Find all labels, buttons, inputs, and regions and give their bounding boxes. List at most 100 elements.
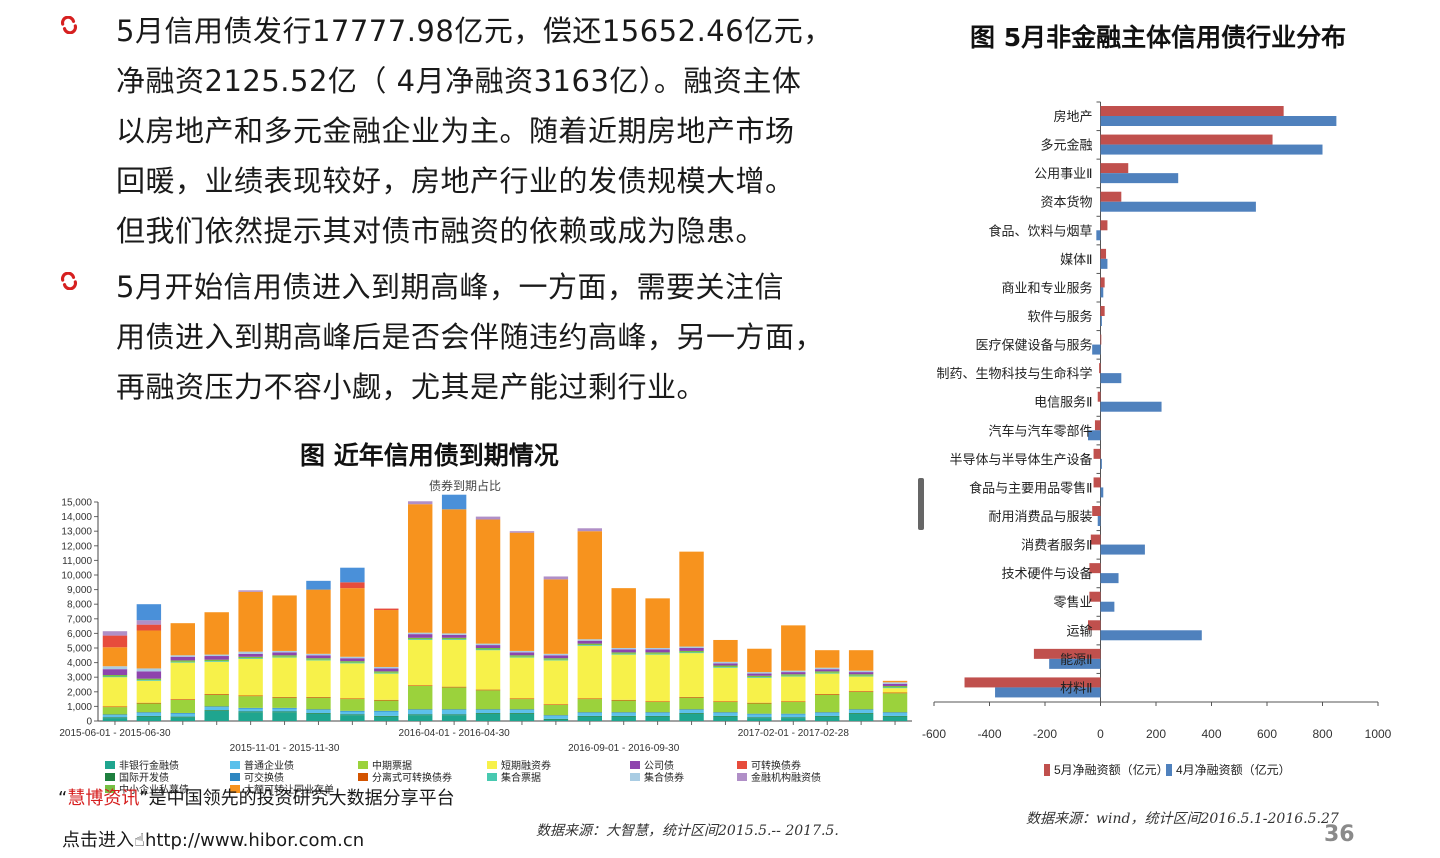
bar-segment bbox=[272, 696, 297, 698]
category-label: 消费者服务Ⅱ bbox=[1021, 538, 1092, 553]
bar-segment bbox=[238, 712, 263, 721]
left-figure-source: 数据来源：大智慧，统计区间2015.5.-- 2017.5. bbox=[536, 823, 839, 839]
bar-segment bbox=[543, 653, 569, 656]
bar-segment bbox=[611, 588, 636, 648]
bar-segment bbox=[848, 712, 874, 714]
bar-segment bbox=[272, 697, 297, 708]
bar bbox=[1100, 573, 1119, 584]
bullet-paragraph-2: 5月开始信用债进入到期高峰，一方面，需要关注信 用债进入到期高峰后是否会伴随违约… bbox=[60, 262, 860, 412]
bar-segment bbox=[814, 667, 840, 670]
legend-label: 集合债券 bbox=[644, 771, 684, 784]
bar-segment bbox=[645, 701, 670, 703]
legend-swatch bbox=[358, 773, 368, 781]
bar-segment bbox=[204, 612, 229, 655]
bar-segment bbox=[374, 672, 399, 674]
bar-segment bbox=[102, 706, 128, 708]
bar-segment bbox=[611, 699, 636, 701]
legend-swatch bbox=[1044, 764, 1050, 776]
bar-segment bbox=[204, 710, 229, 721]
bar-segment bbox=[170, 699, 196, 700]
bar-segment bbox=[679, 696, 704, 698]
brand-name[interactable]: 慧博资讯 bbox=[67, 788, 140, 809]
bar-segment bbox=[781, 714, 806, 718]
bar-segment bbox=[102, 669, 128, 676]
bar-segment bbox=[441, 687, 467, 710]
bar-segment bbox=[136, 703, 162, 713]
bar-segment bbox=[679, 713, 704, 721]
bar-segment bbox=[374, 673, 399, 700]
bar-segment bbox=[374, 699, 399, 701]
bar-segment bbox=[238, 653, 263, 657]
bar-segment bbox=[509, 699, 535, 710]
bar-segment bbox=[611, 652, 636, 654]
bar-segment bbox=[679, 648, 704, 651]
bar-segment bbox=[577, 639, 603, 641]
bar-segment bbox=[238, 590, 263, 592]
bullet-line: 但我们依然提示其对债市融资的依赖或成为隐患。 bbox=[116, 214, 766, 248]
bar-segment bbox=[374, 668, 399, 672]
bar-segment bbox=[136, 620, 162, 625]
bar-segment bbox=[272, 656, 297, 658]
bar-segment bbox=[509, 710, 535, 713]
bar-segment bbox=[204, 706, 229, 708]
bar-segment bbox=[272, 657, 297, 697]
bar-segment bbox=[272, 650, 297, 653]
industry-net-financing-chart: -600 -400 -200 0 200 400 600 800 1000 房地产多元金融公用事业… bbox=[922, 101, 1392, 777]
bar-segment bbox=[713, 661, 738, 664]
bar-segment bbox=[306, 710, 331, 713]
bar-segment bbox=[645, 712, 670, 716]
scroll-handle[interactable] bbox=[918, 478, 924, 530]
bar-segment bbox=[441, 634, 467, 638]
bar-segment bbox=[340, 711, 365, 715]
bar-segment bbox=[475, 645, 501, 648]
bar-segment bbox=[374, 716, 399, 721]
bar-segment bbox=[475, 649, 501, 651]
bar-segment bbox=[645, 716, 670, 721]
bar-segment bbox=[102, 647, 128, 667]
y-tick-label: 11,000 bbox=[62, 556, 92, 567]
bar-segment bbox=[679, 646, 704, 648]
footer-link[interactable]: 点击进入☝http://www.hibor.com.cn bbox=[62, 826, 364, 852]
bar-segment bbox=[407, 639, 433, 686]
bar-segment bbox=[577, 712, 603, 716]
legend-label: 国际开发债 bbox=[119, 771, 169, 784]
bar-segment bbox=[713, 712, 738, 716]
bar-segment bbox=[509, 652, 535, 656]
bullet-text: 5月开始信用债进入到期高峰，一方面，需要关注信 用债进入到期高峰后是否会伴随违约… bbox=[116, 262, 860, 412]
bar-segment bbox=[136, 604, 162, 621]
bar-segment bbox=[848, 710, 874, 713]
bar bbox=[1100, 334, 1102, 345]
bar-segment bbox=[441, 715, 467, 721]
bar-segment bbox=[713, 712, 738, 713]
bar bbox=[1088, 620, 1101, 631]
bar-segment bbox=[306, 696, 331, 698]
bar-segment bbox=[848, 674, 874, 676]
category-label: 耐用消费品与服装 bbox=[988, 509, 1092, 524]
bar-segment bbox=[272, 652, 297, 656]
bullet-line: 用债进入到期高峰后是否会伴随违约高峰，另一方面， bbox=[116, 320, 825, 354]
bullet-paragraph-1: 5月信用债发行17777.98亿元，偿还15652.46亿元， 净融资2125.… bbox=[60, 6, 860, 256]
bar-segment bbox=[543, 715, 569, 716]
bar-segment bbox=[238, 658, 263, 696]
bar-segment bbox=[102, 677, 128, 707]
bar-segment bbox=[509, 531, 535, 533]
category-label: 运输 bbox=[1066, 623, 1092, 638]
bar-segment bbox=[577, 699, 603, 713]
category-label: 电信服务Ⅱ bbox=[1034, 395, 1092, 410]
bar-segment bbox=[509, 657, 535, 699]
legend-swatch bbox=[737, 761, 747, 769]
y-tick-label: 0 bbox=[86, 717, 92, 728]
bar-segment bbox=[713, 663, 738, 666]
bar-segment bbox=[170, 717, 196, 721]
bar-segment bbox=[747, 673, 772, 676]
bar-segment bbox=[441, 639, 467, 687]
bar bbox=[1100, 248, 1107, 259]
legend-swatch bbox=[630, 761, 640, 769]
legend-label: 普通企业债 bbox=[244, 759, 294, 772]
category-label: 汽车与汽车零部件 bbox=[988, 423, 1092, 438]
bar-segment bbox=[543, 576, 569, 580]
bar-segment bbox=[238, 656, 263, 659]
link-url[interactable]: http://www.hibor.com.cn bbox=[144, 830, 365, 851]
bar-segment bbox=[747, 702, 772, 704]
bar bbox=[1100, 201, 1256, 212]
